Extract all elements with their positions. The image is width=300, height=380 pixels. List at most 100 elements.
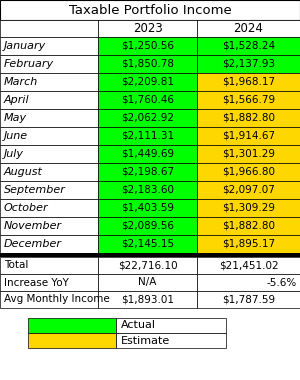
Bar	[116, 333, 226, 348]
Bar	[0, 217, 98, 235]
Bar	[0, 91, 98, 109]
Text: Avg Monthly Income: Avg Monthly Income	[4, 294, 110, 304]
Bar	[98, 199, 197, 217]
Text: $2,062.92: $2,062.92	[121, 113, 174, 123]
Text: $2,198.67: $2,198.67	[121, 167, 174, 177]
Text: $1,882.80: $1,882.80	[222, 221, 275, 231]
Bar	[28, 318, 116, 333]
Text: $1,301.29: $1,301.29	[222, 149, 275, 159]
Bar	[0, 0, 300, 20]
Text: June: June	[4, 131, 28, 141]
Bar	[197, 199, 300, 217]
Bar	[98, 217, 197, 235]
Text: $2,183.60: $2,183.60	[121, 185, 174, 195]
Bar	[0, 20, 98, 37]
Text: $1,850.78: $1,850.78	[121, 59, 174, 69]
Bar	[0, 291, 98, 308]
Text: July: July	[4, 149, 24, 159]
Bar	[197, 109, 300, 127]
Text: Estimate: Estimate	[121, 336, 170, 345]
Text: $2,089.56: $2,089.56	[121, 221, 174, 231]
Bar	[197, 37, 300, 55]
Text: Actual: Actual	[121, 320, 156, 331]
Text: November: November	[4, 221, 62, 231]
Text: $1,250.56: $1,250.56	[121, 41, 174, 51]
Text: August: August	[4, 167, 43, 177]
Bar	[197, 274, 300, 291]
Bar	[98, 163, 197, 181]
Bar	[0, 253, 300, 257]
Bar	[197, 217, 300, 235]
Bar	[98, 109, 197, 127]
Bar	[197, 145, 300, 163]
Bar	[98, 235, 197, 253]
Bar	[0, 257, 98, 274]
Text: $21,451.02: $21,451.02	[219, 261, 278, 271]
Bar	[98, 257, 197, 274]
Text: April: April	[4, 95, 30, 105]
Text: -5.6%: -5.6%	[267, 277, 297, 288]
Bar	[0, 55, 98, 73]
Text: $1,787.59: $1,787.59	[222, 294, 275, 304]
Bar	[98, 145, 197, 163]
Text: $22,716.10: $22,716.10	[118, 261, 177, 271]
Text: $1,966.80: $1,966.80	[222, 167, 275, 177]
Bar	[197, 163, 300, 181]
Bar	[98, 274, 197, 291]
Text: May: May	[4, 113, 27, 123]
Bar	[98, 127, 197, 145]
Bar	[197, 55, 300, 73]
Text: October: October	[4, 203, 49, 213]
Text: $1,914.67: $1,914.67	[222, 131, 275, 141]
Bar	[98, 37, 197, 55]
Bar	[0, 37, 98, 55]
Text: $1,895.17: $1,895.17	[222, 239, 275, 249]
Text: $2,097.07: $2,097.07	[222, 185, 275, 195]
Bar	[98, 91, 197, 109]
Bar	[98, 291, 197, 308]
Bar	[116, 318, 226, 333]
Text: March: March	[4, 77, 38, 87]
Bar	[197, 291, 300, 308]
Text: N/A: N/A	[138, 277, 157, 288]
Text: $1,309.29: $1,309.29	[222, 203, 275, 213]
Text: Taxable Portfolio Income: Taxable Portfolio Income	[69, 3, 231, 16]
Text: 2024: 2024	[234, 22, 263, 35]
Bar	[0, 163, 98, 181]
Text: September: September	[4, 185, 66, 195]
Text: $2,209.81: $2,209.81	[121, 77, 174, 87]
Bar	[0, 109, 98, 127]
Text: December: December	[4, 239, 62, 249]
Bar	[98, 20, 197, 37]
Text: $1,760.46: $1,760.46	[121, 95, 174, 105]
Bar	[98, 73, 197, 91]
Bar	[28, 333, 116, 348]
Bar	[197, 235, 300, 253]
Bar	[197, 73, 300, 91]
Text: $2,111.31: $2,111.31	[121, 131, 174, 141]
Text: $1,566.79: $1,566.79	[222, 95, 275, 105]
Text: 2023: 2023	[133, 22, 162, 35]
Text: $1,449.69: $1,449.69	[121, 149, 174, 159]
Text: $1,968.17: $1,968.17	[222, 77, 275, 87]
Text: $2,137.93: $2,137.93	[222, 59, 275, 69]
Text: $1,882.80: $1,882.80	[222, 113, 275, 123]
Text: Increase YoY: Increase YoY	[4, 277, 69, 288]
Bar	[197, 20, 300, 37]
Bar	[0, 235, 98, 253]
Bar	[98, 181, 197, 199]
Bar	[0, 199, 98, 217]
Bar	[0, 181, 98, 199]
Text: $1,528.24: $1,528.24	[222, 41, 275, 51]
Bar	[197, 91, 300, 109]
Bar	[197, 181, 300, 199]
Text: February: February	[4, 59, 54, 69]
Text: $1,893.01: $1,893.01	[121, 294, 174, 304]
Bar	[0, 73, 98, 91]
Text: Total: Total	[4, 261, 28, 271]
Bar	[197, 127, 300, 145]
Text: January: January	[4, 41, 46, 51]
Bar	[0, 274, 98, 291]
Bar	[0, 145, 98, 163]
Text: $1,403.59: $1,403.59	[121, 203, 174, 213]
